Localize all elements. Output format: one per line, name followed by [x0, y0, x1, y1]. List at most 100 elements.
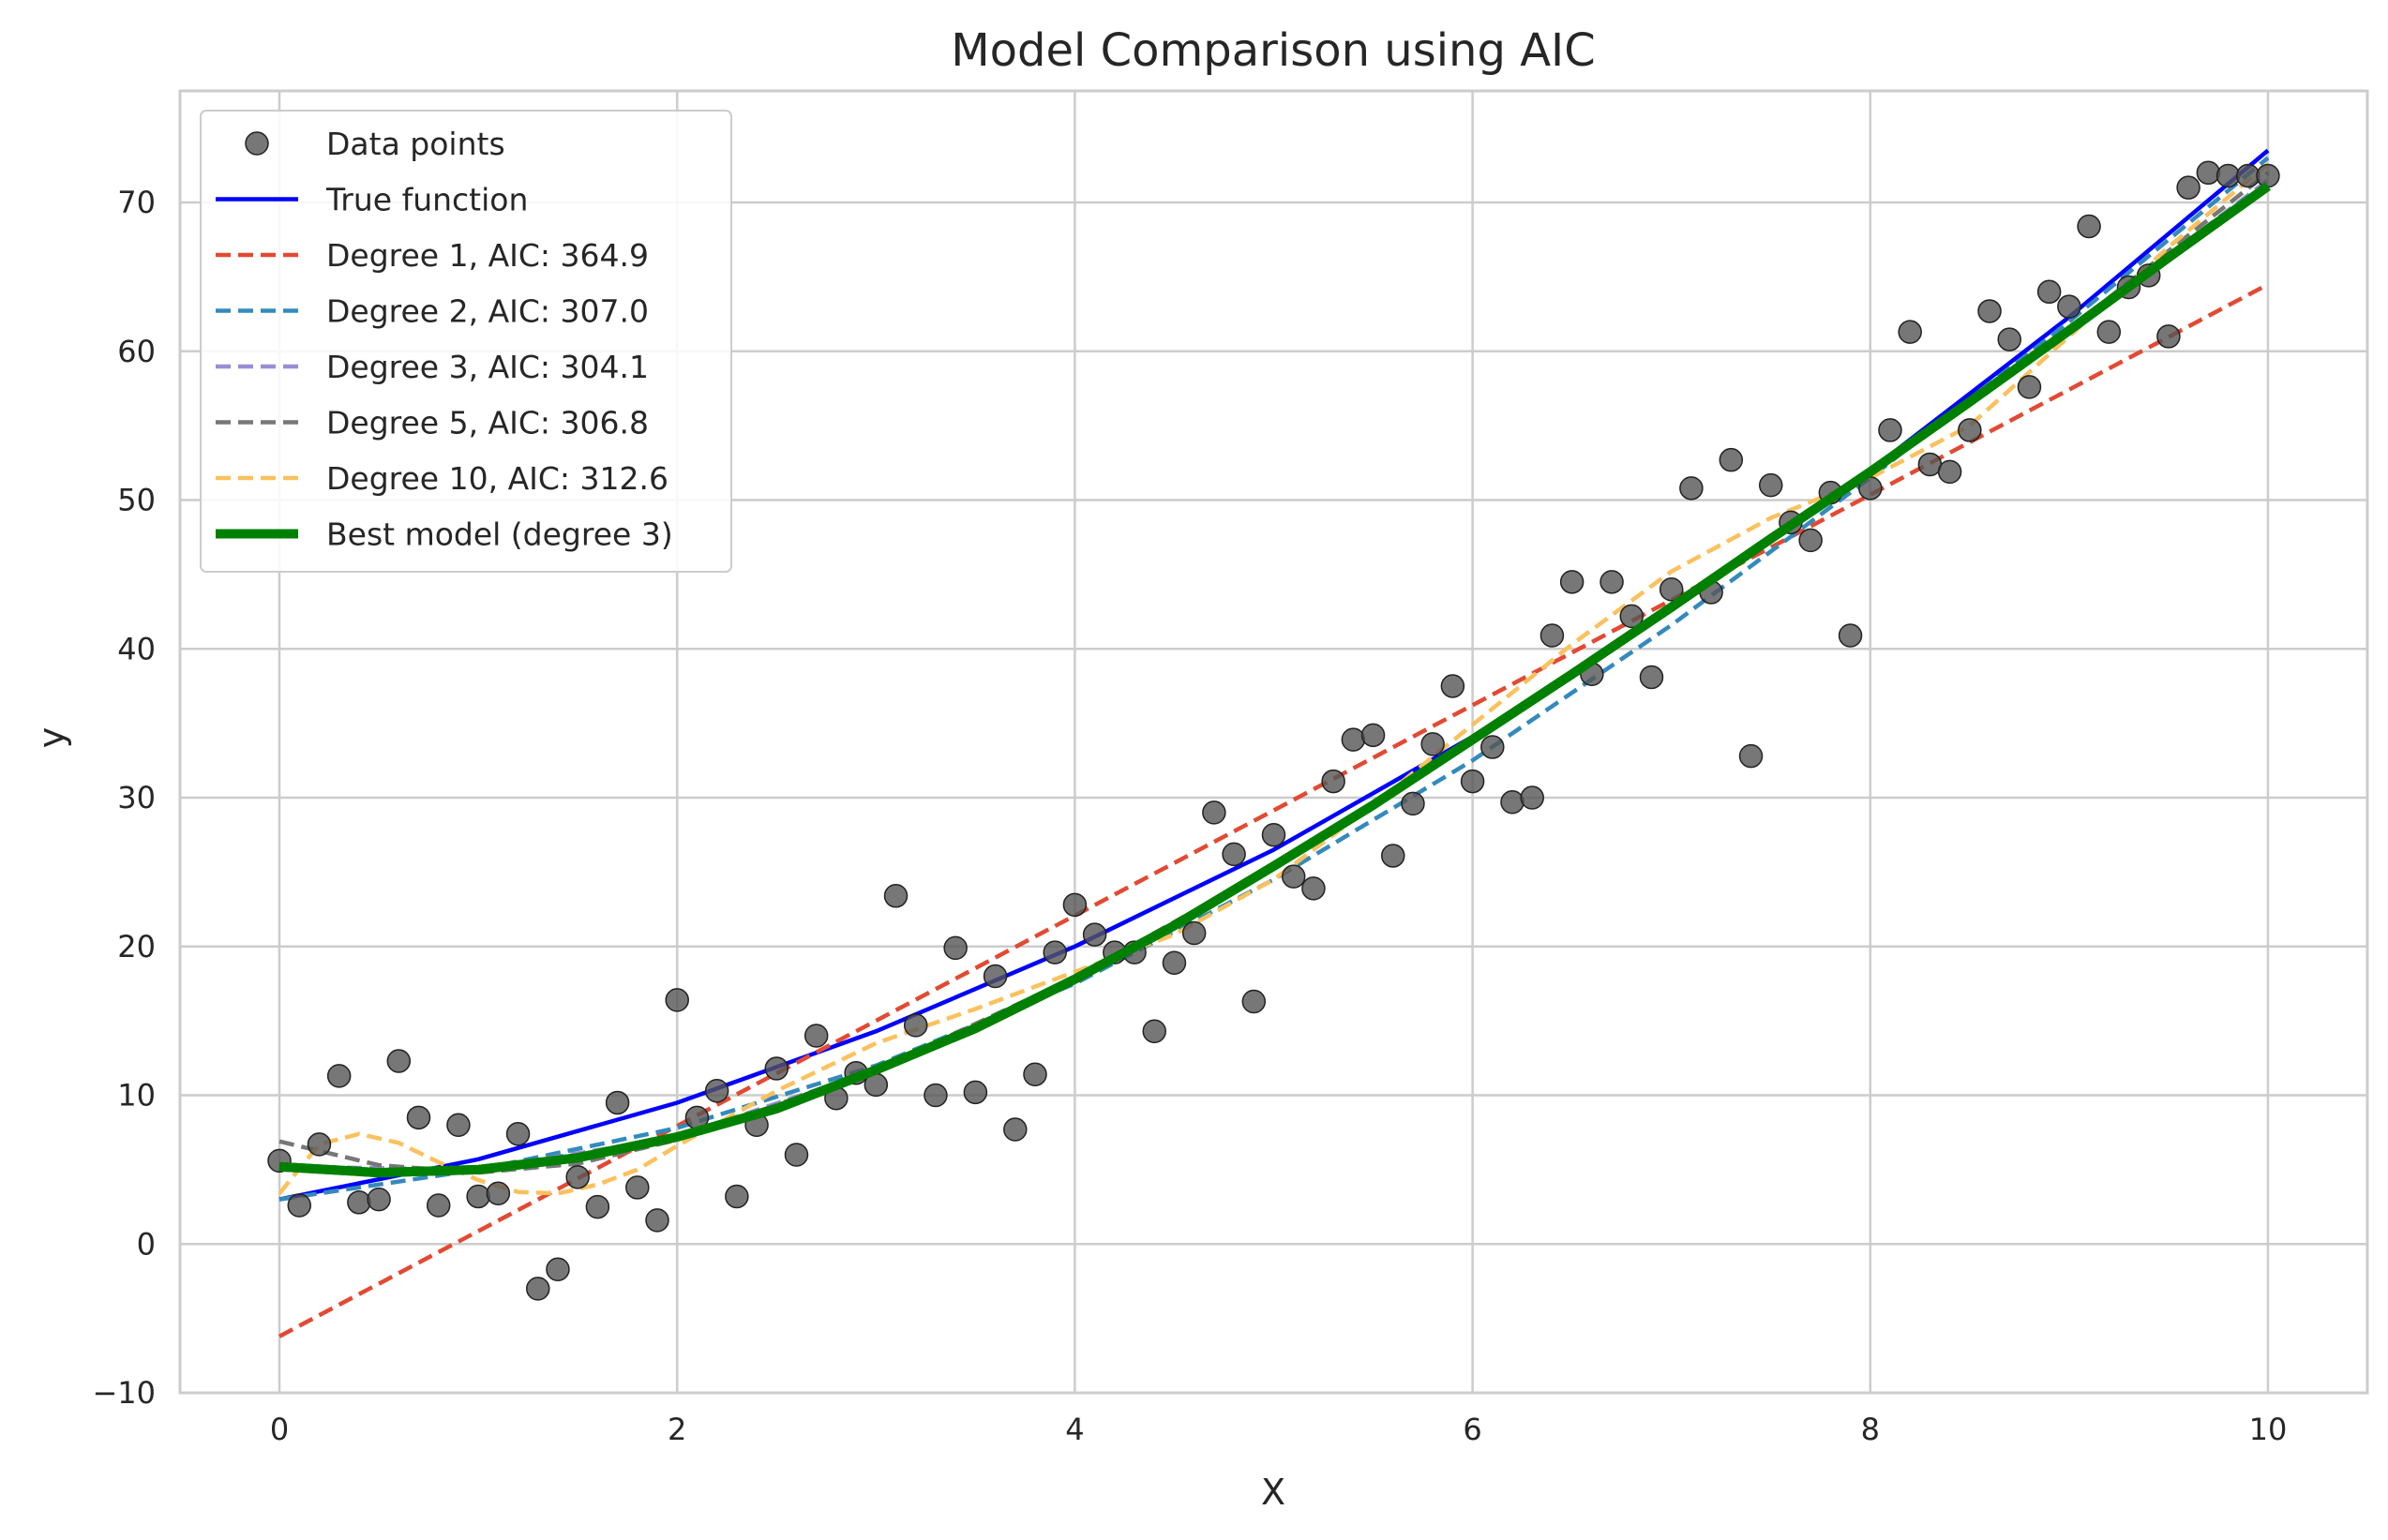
- data-point: [1500, 790, 1524, 815]
- data-point: [605, 1090, 630, 1115]
- data-point: [1937, 459, 1962, 485]
- data-point: [386, 1049, 412, 1073]
- data-point: [804, 1024, 829, 1048]
- data-point: [505, 1122, 531, 1146]
- x-tick-label: 2: [668, 1412, 686, 1447]
- data-point: [924, 1083, 948, 1108]
- data-point: [1997, 327, 2021, 351]
- series-best-line-overlay: [278, 182, 2271, 1178]
- data-point: [1142, 1019, 1166, 1044]
- data-point: [725, 1184, 749, 1209]
- data-point: [1381, 844, 1405, 868]
- x-tick-label: 10: [2249, 1412, 2288, 1447]
- data-point: [665, 988, 689, 1012]
- data-point: [1639, 665, 1664, 690]
- data-point: [1202, 800, 1226, 825]
- data-point: [963, 1080, 988, 1105]
- y-axis-label: y: [31, 727, 72, 749]
- data-point: [446, 1113, 471, 1138]
- data-point: [2017, 375, 2042, 399]
- series-true-line: [278, 148, 2270, 1202]
- data-point: [307, 1132, 332, 1157]
- data-point: [466, 1184, 490, 1209]
- data-point: [1261, 822, 1286, 847]
- data-point: [1619, 604, 1645, 629]
- y-tick-labels: −10 0 10 20 30 40 50 60 70: [92, 185, 156, 1411]
- legend-label-deg10: Degree 10, AIC: 312.6: [326, 460, 668, 497]
- data-point: [1977, 299, 2002, 323]
- data-point: [2176, 175, 2200, 200]
- data-point: [883, 884, 909, 908]
- data-point: [2256, 163, 2280, 188]
- legend-label-true: True function: [325, 182, 528, 218]
- data-point: [1679, 476, 1704, 501]
- data-point: [1917, 452, 1943, 477]
- data-point: [1758, 472, 1783, 498]
- data-point: [645, 1208, 669, 1233]
- y-tick-label: 20: [117, 929, 156, 964]
- legend-label-deg3: Degree 3, AIC: 304.1: [326, 349, 649, 385]
- legend: Data points True function Degree 1, AIC: 3…: [200, 110, 732, 573]
- data-point: [1301, 876, 1326, 901]
- x-tick-label: 6: [1463, 1412, 1481, 1447]
- data-point: [486, 1181, 511, 1206]
- data-point: [2057, 294, 2081, 319]
- data-point: [784, 1143, 809, 1167]
- data-point: [625, 1175, 650, 1200]
- data-point: [1898, 320, 1922, 344]
- legend-marker-data-points: [245, 131, 269, 156]
- data-point: [2196, 160, 2221, 186]
- data-point: [1719, 447, 1744, 472]
- data-point: [1559, 570, 1584, 594]
- legend-label-deg5: Degree 5, AIC: 306.8: [326, 405, 649, 441]
- x-tick-label: 0: [270, 1412, 289, 1447]
- data-point: [1281, 864, 1306, 889]
- data-point: [426, 1193, 451, 1218]
- legend-box: [200, 110, 732, 573]
- y-tick-label: 70: [117, 185, 156, 220]
- data-point: [943, 935, 968, 961]
- y-tick-label: 60: [117, 334, 156, 369]
- data-point: [2096, 320, 2122, 344]
- data-point: [347, 1190, 371, 1215]
- y-tick-label: 30: [117, 780, 156, 815]
- data-point: [1838, 623, 1863, 648]
- data-point: [1162, 950, 1187, 975]
- data-point: [903, 1013, 928, 1038]
- legend-label-deg2: Degree 2, AIC: 307.0: [326, 293, 649, 330]
- data-point: [1878, 418, 1902, 442]
- data-point: [1043, 940, 1067, 964]
- x-axis-label: X: [1261, 1472, 1285, 1513]
- data-point: [2235, 163, 2260, 188]
- data-point: [764, 1056, 789, 1081]
- data-point: [2036, 279, 2062, 305]
- data-point: [1082, 922, 1107, 947]
- data-point: [1600, 570, 1624, 594]
- data-point: [287, 1193, 312, 1218]
- data-point: [1321, 769, 1345, 794]
- data-point: [1958, 418, 1982, 442]
- scatter-layer: [267, 160, 2280, 1301]
- legend-label-scatter: Data points: [326, 126, 505, 162]
- data-point: [326, 1064, 352, 1088]
- data-point: [1003, 1117, 1028, 1142]
- x-tick-label: 8: [1861, 1412, 1880, 1447]
- plot-frame: [178, 89, 2369, 1395]
- y-tick-label: 10: [117, 1078, 156, 1114]
- data-point: [983, 964, 1008, 989]
- data-point: [1062, 892, 1088, 918]
- data-point: [585, 1194, 610, 1219]
- grid-lines: [180, 91, 2367, 1395]
- y-tick-label: 50: [117, 483, 156, 518]
- data-point: [1520, 785, 1544, 810]
- data-point: [565, 1165, 590, 1189]
- x-tick-labels: 0 2 4 6 8 10: [270, 1412, 2287, 1447]
- data-point: [1341, 727, 1366, 752]
- data-point: [546, 1257, 570, 1281]
- data-point: [1420, 732, 1445, 756]
- y-tick-label: 40: [117, 631, 156, 666]
- data-point: [1222, 842, 1246, 867]
- data-point: [1181, 920, 1207, 946]
- data-point: [2156, 324, 2181, 349]
